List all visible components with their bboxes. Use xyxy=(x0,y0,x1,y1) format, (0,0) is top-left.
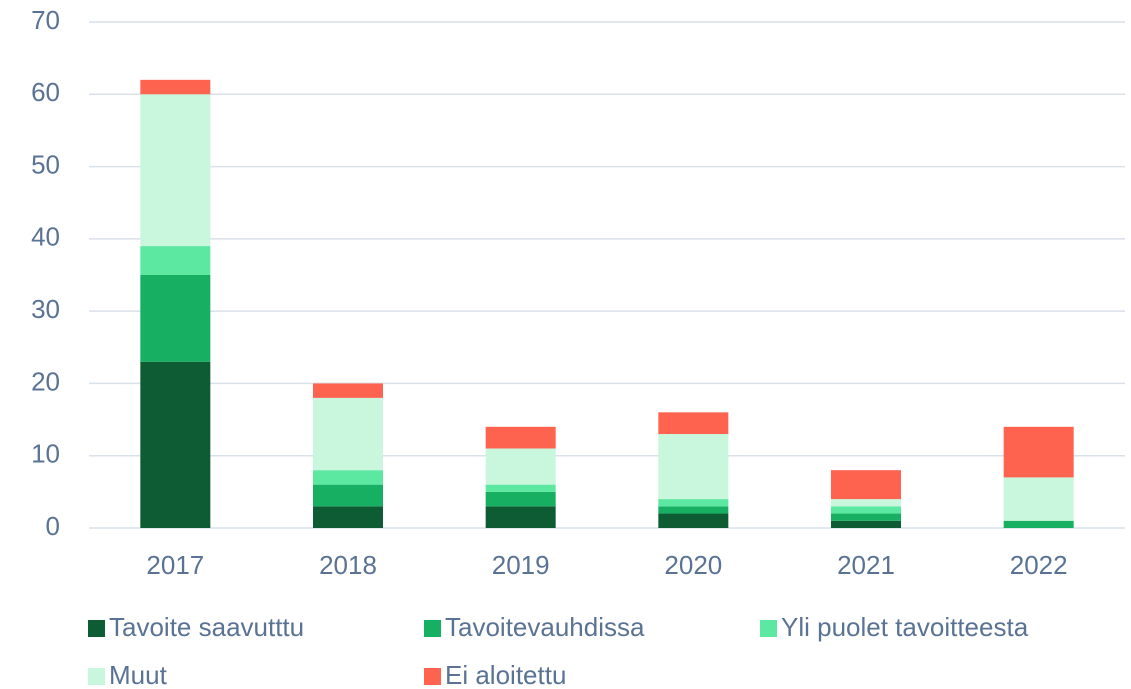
bar-segment xyxy=(313,470,383,485)
bar-segment xyxy=(485,426,556,449)
y-tick-label: 20 xyxy=(31,366,60,396)
bar-segment xyxy=(658,412,729,435)
bar-segment xyxy=(485,506,556,528)
legend-label: Tavoitevauhdissa xyxy=(445,612,645,642)
bar-segment xyxy=(658,434,729,500)
bar-segment xyxy=(831,520,901,528)
legend-label: Muut xyxy=(109,660,168,689)
x-tick-label: 2021 xyxy=(837,550,895,580)
bar-segment xyxy=(313,383,383,398)
bar-segment xyxy=(831,470,901,500)
bar-segment xyxy=(485,448,556,485)
legend-label: Yli puolet tavoitteesta xyxy=(781,612,1029,642)
legend-swatch xyxy=(760,620,777,637)
bar-segment xyxy=(140,79,211,95)
x-tick-label: 2018 xyxy=(319,550,377,580)
bar-segment xyxy=(313,397,383,471)
bar-segment xyxy=(658,513,729,528)
legend-swatch xyxy=(88,620,105,637)
bar-segment xyxy=(140,94,211,247)
bar-segment xyxy=(313,506,383,528)
legend-swatch xyxy=(424,668,441,685)
bar-segment xyxy=(140,246,211,275)
y-tick-label: 0 xyxy=(46,511,60,541)
bar-segment xyxy=(831,513,901,521)
legend-label: Tavoite saavutttu xyxy=(109,612,304,642)
y-tick-label: 10 xyxy=(31,439,60,469)
bar-segment xyxy=(313,484,383,507)
legend-swatch xyxy=(424,620,441,637)
bar-segment xyxy=(140,275,211,362)
legend-swatch xyxy=(88,668,105,685)
bar-segment xyxy=(485,491,556,507)
legend-label: Ei aloitettu xyxy=(445,660,566,689)
y-tick-label: 70 xyxy=(31,5,60,35)
bar-segment xyxy=(1003,477,1074,521)
x-tick-label: 2020 xyxy=(664,550,722,580)
x-tick-label: 2022 xyxy=(1010,550,1068,580)
bar-segment xyxy=(658,506,729,514)
y-tick-label: 40 xyxy=(31,222,60,252)
bar-segment xyxy=(140,361,211,528)
bar-segment xyxy=(1003,520,1074,528)
bar-segment xyxy=(831,506,901,514)
x-tick-label: 2019 xyxy=(492,550,550,580)
y-tick-label: 30 xyxy=(31,294,60,324)
x-tick-label: 2017 xyxy=(146,550,204,580)
bar-segment xyxy=(485,484,556,492)
y-tick-label: 50 xyxy=(31,149,60,179)
bar-segment xyxy=(831,499,901,507)
bar-segment xyxy=(658,499,729,507)
y-tick-label: 60 xyxy=(31,77,60,107)
bar-segment xyxy=(1003,426,1074,478)
